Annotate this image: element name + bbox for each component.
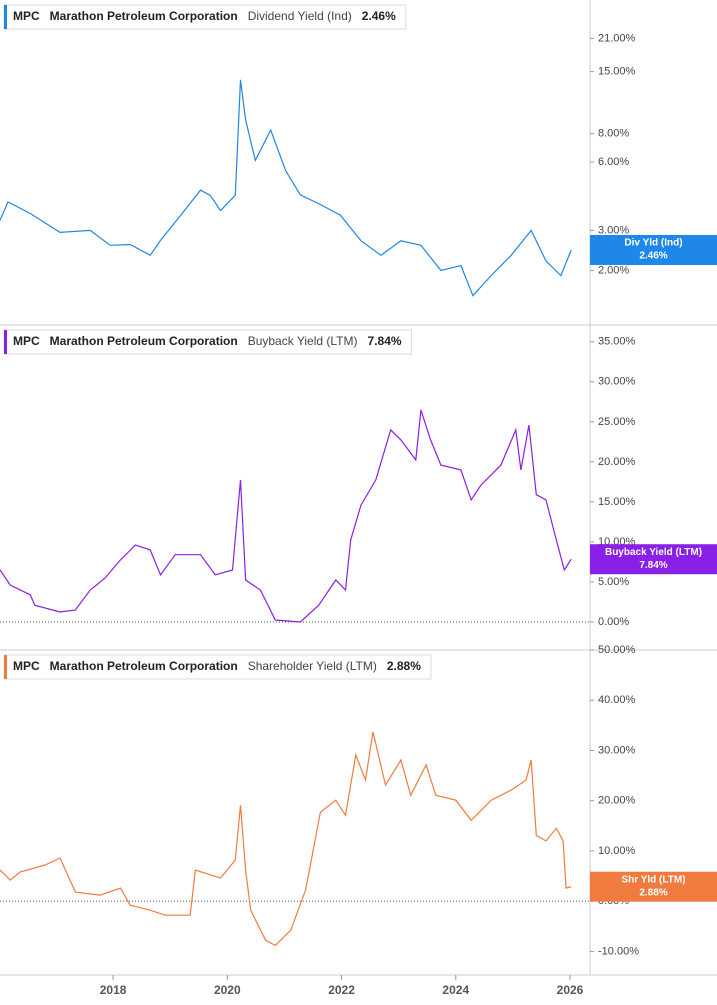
legend-text: 7.84% <box>368 334 402 348</box>
x-tick-label: 2024 <box>442 983 469 997</box>
value-tag-value: 2.46% <box>639 251 667 262</box>
panel: 2.00% 3.00% 6.00% 8.00% 15.00% 21.00% MPC Marat… <box>0 0 717 326</box>
legend-text: Marathon Petroleum Corporation <box>50 659 238 673</box>
value-tag <box>590 544 717 575</box>
legend-box <box>3 654 432 680</box>
y-tick-label: 6.00% <box>598 156 629 168</box>
legend-text: Marathon Petroleum Corporation <box>50 334 238 348</box>
y-tick-label: 25.00% <box>598 416 636 428</box>
y-tick-label: 8.00% <box>598 128 629 140</box>
line-series <box>0 409 572 623</box>
y-tick-label: 30.00% <box>598 376 636 388</box>
value-tag-name: Shr Yld (LTM) <box>621 874 685 885</box>
value-tag-value: 2.88% <box>639 887 667 898</box>
x-tick-label: 2020 <box>214 983 241 997</box>
y-tick-label: 15.00% <box>598 496 636 508</box>
value-tag-name: Div Yld (Ind) <box>624 238 682 249</box>
legend-box <box>3 4 407 30</box>
legend-swatch <box>4 655 7 679</box>
legend-text: MPC <box>13 334 40 348</box>
value-tag <box>590 871 717 902</box>
legend: MPC Marathon Petroleum Corporation Dividen… <box>3 4 407 30</box>
panel: 0.00%5.00%10.00%15.00%20.00%25.00%30.00%… <box>0 325 717 651</box>
legend: MPC Marathon Petroleum Corporation Shareho… <box>3 654 432 680</box>
y-tick-label: 3.00% <box>598 224 629 236</box>
legend-text: Shareholder Yield (LTM) <box>248 659 377 673</box>
x-tick-label: 2026 <box>557 983 584 997</box>
legend-text: MPC <box>13 659 40 673</box>
legend-text: 2.88% <box>387 659 421 673</box>
x-tick-label: 2018 <box>100 983 127 997</box>
value-tag-name: Buyback Yield (LTM) <box>605 547 702 558</box>
y-tick-label: 5.00% <box>598 576 629 588</box>
y-tick-label: 21.00% <box>598 32 636 44</box>
y-tick-label: 35.00% <box>598 336 636 348</box>
y-tick-label: 20.00% <box>598 456 636 468</box>
legend-text: Marathon Petroleum Corporation <box>50 9 238 23</box>
value-tag <box>590 234 717 265</box>
line-series <box>0 731 572 947</box>
legend-text: MPC <box>13 9 40 23</box>
legend-swatch <box>4 330 7 354</box>
value-tag-value: 7.84% <box>639 560 667 571</box>
legend-swatch <box>4 5 7 29</box>
y-tick-label: 20.00% <box>598 795 636 807</box>
legend: MPC Marathon Petroleum Corporation Buyback… <box>3 329 413 355</box>
panel: -10.00%0.00%10.00%20.00%30.00%40.00%50.0… <box>0 644 717 997</box>
x-tick-label: 2022 <box>328 983 355 997</box>
y-tick-label: 40.00% <box>598 694 636 706</box>
y-tick-label: 10.00% <box>598 845 636 857</box>
y-tick-label: 15.00% <box>598 66 636 78</box>
y-tick-label: -10.00% <box>598 945 639 957</box>
legend-text: 2.46% <box>362 9 396 23</box>
line-series <box>0 79 572 297</box>
y-tick-label: 30.00% <box>598 744 636 756</box>
y-tick-label: 2.00% <box>598 264 629 276</box>
y-tick-label: 0.00% <box>598 616 629 628</box>
y-tick-label: 50.00% <box>598 644 636 656</box>
legend-text: Buyback Yield (LTM) <box>248 334 358 348</box>
legend-text: Dividend Yield (Ind) <box>248 9 352 23</box>
